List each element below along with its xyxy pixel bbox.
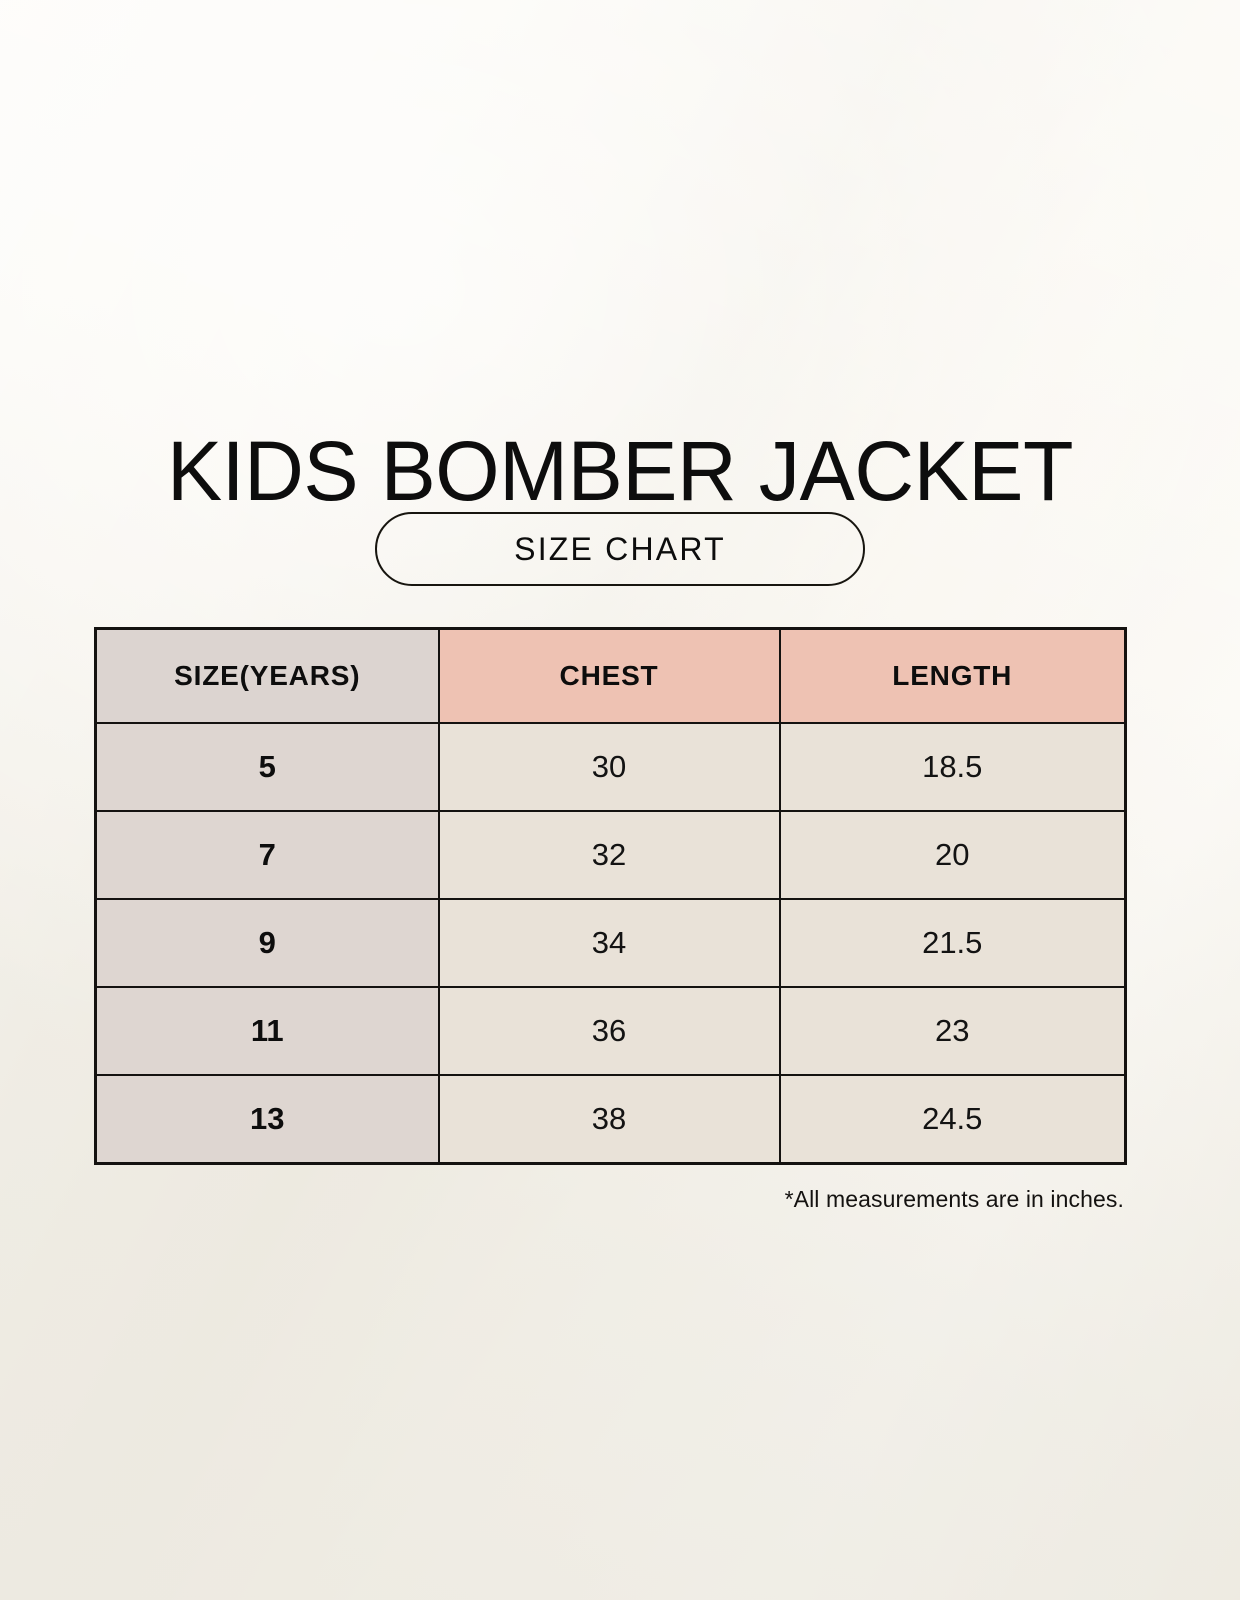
cell-size: 9 [94, 898, 440, 988]
size-table: SIZE(YEARS) CHEST LENGTH 5 30 18.5 7 32 … [94, 627, 1127, 1165]
measurement-footnote: *All measurements are in inches. [784, 1186, 1124, 1212]
table-header-row: SIZE(YEARS) CHEST LENGTH [94, 627, 1127, 724]
size-table-head: SIZE(YEARS) CHEST LENGTH [94, 627, 1127, 724]
size-table-wrapper: SIZE(YEARS) CHEST LENGTH 5 30 18.5 7 32 … [94, 627, 1127, 1165]
cell-chest: 38 [437, 1074, 781, 1164]
cell-size: 5 [94, 722, 440, 812]
cell-chest: 32 [437, 810, 781, 900]
cell-size: 7 [94, 810, 440, 900]
size-chart-badge-wrapper: SIZE CHART [0, 512, 1240, 586]
table-row: 11 36 23 [94, 986, 1127, 1076]
cell-chest: 36 [437, 986, 781, 1076]
size-chart-badge: SIZE CHART [375, 512, 865, 586]
table-row: 13 38 24.5 [94, 1074, 1127, 1164]
table-row: 7 32 20 [94, 810, 1127, 900]
cell-length: 24.5 [778, 1074, 1127, 1164]
column-header-length: LENGTH [778, 627, 1127, 724]
cell-chest: 30 [437, 722, 781, 812]
page-title: KIDS BOMBER JACKET [166, 424, 1074, 519]
column-header-chest: CHEST [437, 627, 781, 724]
cell-length: 21.5 [778, 898, 1127, 988]
cell-chest: 34 [437, 898, 781, 988]
table-row: 9 34 21.5 [94, 898, 1127, 988]
cell-length: 23 [778, 986, 1127, 1076]
cell-size: 13 [94, 1074, 440, 1164]
size-table-body: 5 30 18.5 7 32 20 9 34 21.5 [94, 722, 1127, 1164]
table-row: 5 30 18.5 [94, 722, 1127, 812]
cell-length: 18.5 [778, 722, 1127, 812]
column-header-size: SIZE(YEARS) [94, 627, 440, 724]
cell-length: 20 [778, 810, 1127, 900]
cell-size: 11 [94, 986, 440, 1076]
